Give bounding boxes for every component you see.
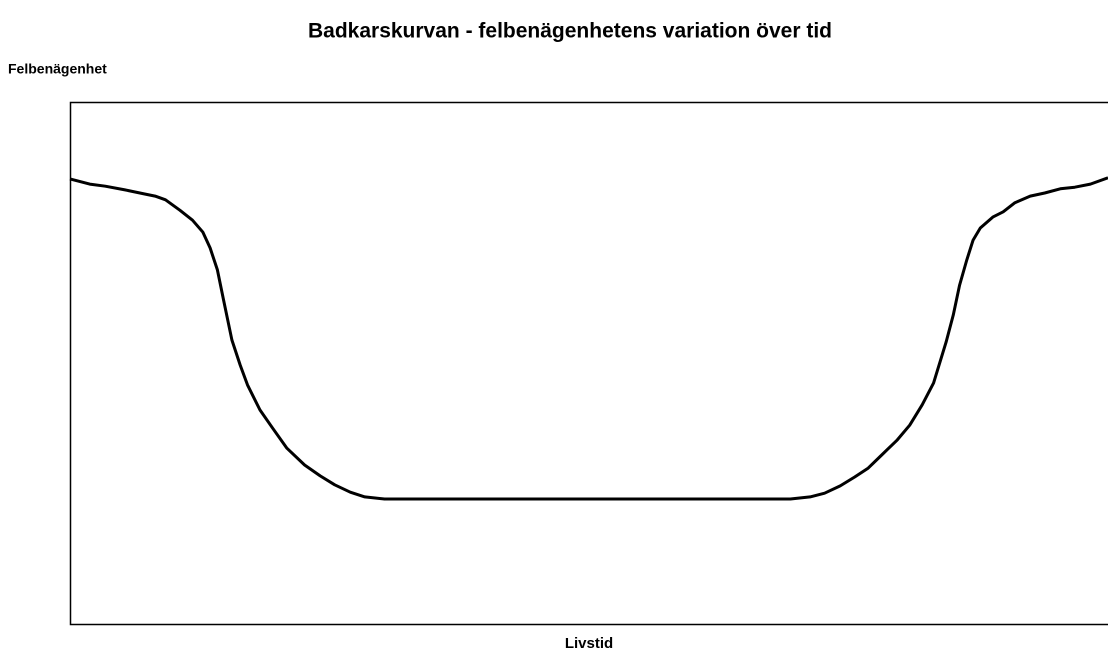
chart-title: Badkarskurvan - felbenägenhetens variati… bbox=[308, 20, 832, 43]
plot-frame bbox=[69, 101, 1108, 626]
x-axis-label: Livstid bbox=[565, 635, 613, 652]
line-series bbox=[69, 176, 1108, 501]
y-axis-label: Felbenägenhet bbox=[8, 61, 107, 77]
